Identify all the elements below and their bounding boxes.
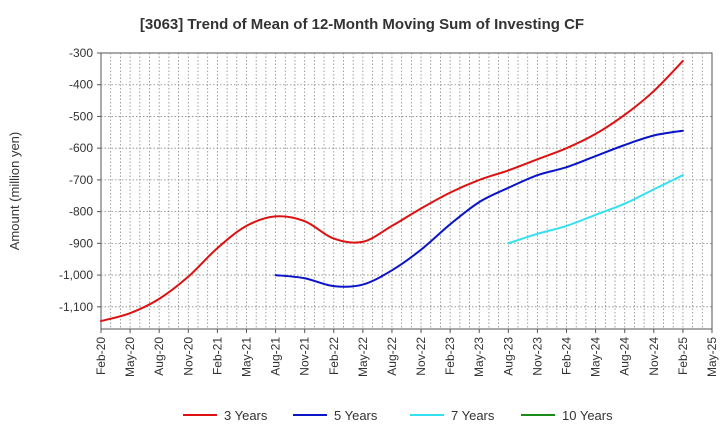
y-tick-label: -900 <box>69 236 93 250</box>
x-tick-label: Nov-20 <box>181 337 195 376</box>
legend-label-7-years: 7 Years <box>451 408 495 423</box>
x-tick-label: Aug-22 <box>385 337 399 376</box>
x-tick-label: Feb-20 <box>94 337 108 375</box>
series-line-5-years <box>274 129 684 288</box>
y-tick-label: -1,000 <box>59 268 93 282</box>
x-tick-label: May-22 <box>356 337 370 377</box>
y-tick-label: -300 <box>69 46 93 60</box>
x-tick-label: Feb-23 <box>443 337 457 375</box>
series-line-3-years <box>100 59 684 323</box>
y-tick-label: -800 <box>69 205 93 219</box>
x-tick-label: Feb-22 <box>327 337 341 375</box>
x-tick-label: Feb-25 <box>676 337 690 375</box>
x-tick-label: Nov-24 <box>647 337 661 376</box>
x-tick-label: May-21 <box>239 337 253 377</box>
x-tick-label: May-24 <box>589 337 603 377</box>
chart-title: [3063] Trend of Mean of 12-Month Moving … <box>140 16 584 33</box>
x-tick-label: Aug-24 <box>618 337 632 376</box>
series-line-7-years <box>507 174 684 245</box>
x-tick-label: May-25 <box>705 337 719 377</box>
x-tick-label: Feb-21 <box>210 337 224 375</box>
x-tick-label: Aug-21 <box>269 337 283 376</box>
x-tick-label: May-23 <box>472 337 486 377</box>
x-tick-label: May-20 <box>123 337 137 377</box>
x-tick-label: Aug-23 <box>501 337 515 376</box>
y-tick-label: -1,100 <box>59 300 93 314</box>
y-tick-label: -500 <box>69 109 93 123</box>
plot-area <box>100 52 713 330</box>
y-axis-label: Amount (million yen) <box>7 132 22 251</box>
x-tick-label: Aug-20 <box>152 337 166 376</box>
x-tick-label: Nov-23 <box>530 337 544 376</box>
plot-background <box>100 52 713 330</box>
series-layer <box>100 59 684 323</box>
legend-label-10-years: 10 Years <box>562 408 613 423</box>
y-tick-label: -400 <box>69 78 93 92</box>
legend-label-5-years: 5 Years <box>334 408 378 423</box>
y-tick-label: -700 <box>69 173 93 187</box>
legend: 3 Years 5 Years 7 Years 10 Years <box>183 408 613 423</box>
x-tick-label: Nov-21 <box>298 337 312 376</box>
legend-label-3-years: 3 Years <box>224 408 268 423</box>
x-tick-label: Feb-24 <box>560 337 574 375</box>
x-tick-layer: Feb-20 May-20 Aug-20 Nov-20 Feb-21 May-21 Aug-… <box>94 329 719 377</box>
x-tick-label: Nov-22 <box>414 337 428 376</box>
y-tick-layer: -300 -400 -500 -600 -700 -800 -900 -1,000 -1,100 <box>59 46 101 314</box>
y-tick-label: -600 <box>69 141 93 155</box>
grid-layer <box>101 53 712 329</box>
